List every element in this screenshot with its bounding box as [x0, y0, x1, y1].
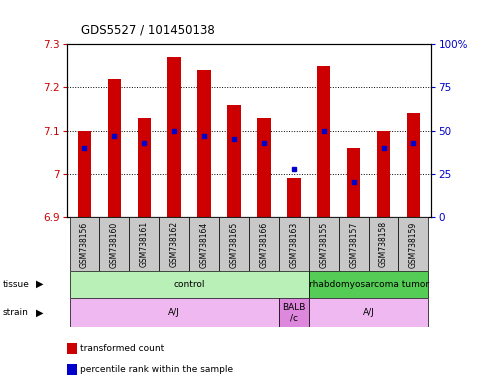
Text: GSM738162: GSM738162	[170, 221, 178, 267]
Text: ▶: ▶	[36, 307, 43, 318]
Text: BALB
/c: BALB /c	[282, 303, 306, 322]
Bar	[168, 57, 181, 217]
Bar	[227, 104, 241, 217]
Bar	[369, 217, 398, 271]
Text: GSM738160: GSM738160	[110, 221, 119, 268]
Bar	[279, 298, 309, 327]
Text: A/J: A/J	[168, 308, 180, 317]
Bar	[219, 217, 249, 271]
Bar	[100, 217, 129, 271]
Bar	[309, 271, 428, 298]
Bar	[197, 70, 211, 217]
Text: ▶: ▶	[36, 279, 43, 289]
Text: GSM738161: GSM738161	[140, 221, 149, 267]
Text: GSM738166: GSM738166	[259, 221, 268, 268]
Text: GSM738157: GSM738157	[349, 221, 358, 268]
Bar	[347, 148, 360, 217]
Text: transformed count: transformed count	[80, 344, 165, 353]
Text: GDS5527 / 101450138: GDS5527 / 101450138	[81, 23, 215, 36]
Bar	[317, 66, 330, 217]
Bar	[309, 217, 339, 271]
Text: GSM738158: GSM738158	[379, 221, 388, 267]
Text: control: control	[174, 280, 205, 289]
Bar	[257, 118, 271, 217]
Bar	[70, 298, 279, 327]
Bar	[249, 217, 279, 271]
Bar	[309, 298, 428, 327]
Bar	[138, 118, 151, 217]
Text: GSM738155: GSM738155	[319, 221, 328, 268]
Text: rhabdomyosarcoma tumor: rhabdomyosarcoma tumor	[309, 280, 428, 289]
Text: GSM738163: GSM738163	[289, 221, 298, 268]
Bar	[287, 178, 301, 217]
Bar	[339, 217, 369, 271]
Bar	[78, 131, 91, 217]
Text: GSM738156: GSM738156	[80, 221, 89, 268]
Bar	[398, 217, 428, 271]
Text: A/J: A/J	[363, 308, 375, 317]
Bar	[70, 271, 309, 298]
Text: GSM738164: GSM738164	[200, 221, 209, 268]
Text: strain: strain	[2, 308, 28, 317]
Bar	[159, 217, 189, 271]
Bar	[407, 113, 420, 217]
Bar	[70, 217, 100, 271]
Text: tissue: tissue	[2, 280, 30, 289]
Bar	[377, 131, 390, 217]
Text: percentile rank within the sample: percentile rank within the sample	[80, 365, 234, 374]
Bar	[129, 217, 159, 271]
Bar	[189, 217, 219, 271]
Bar	[279, 217, 309, 271]
Bar	[107, 79, 121, 217]
Text: GSM738159: GSM738159	[409, 221, 418, 268]
Text: GSM738165: GSM738165	[230, 221, 239, 268]
